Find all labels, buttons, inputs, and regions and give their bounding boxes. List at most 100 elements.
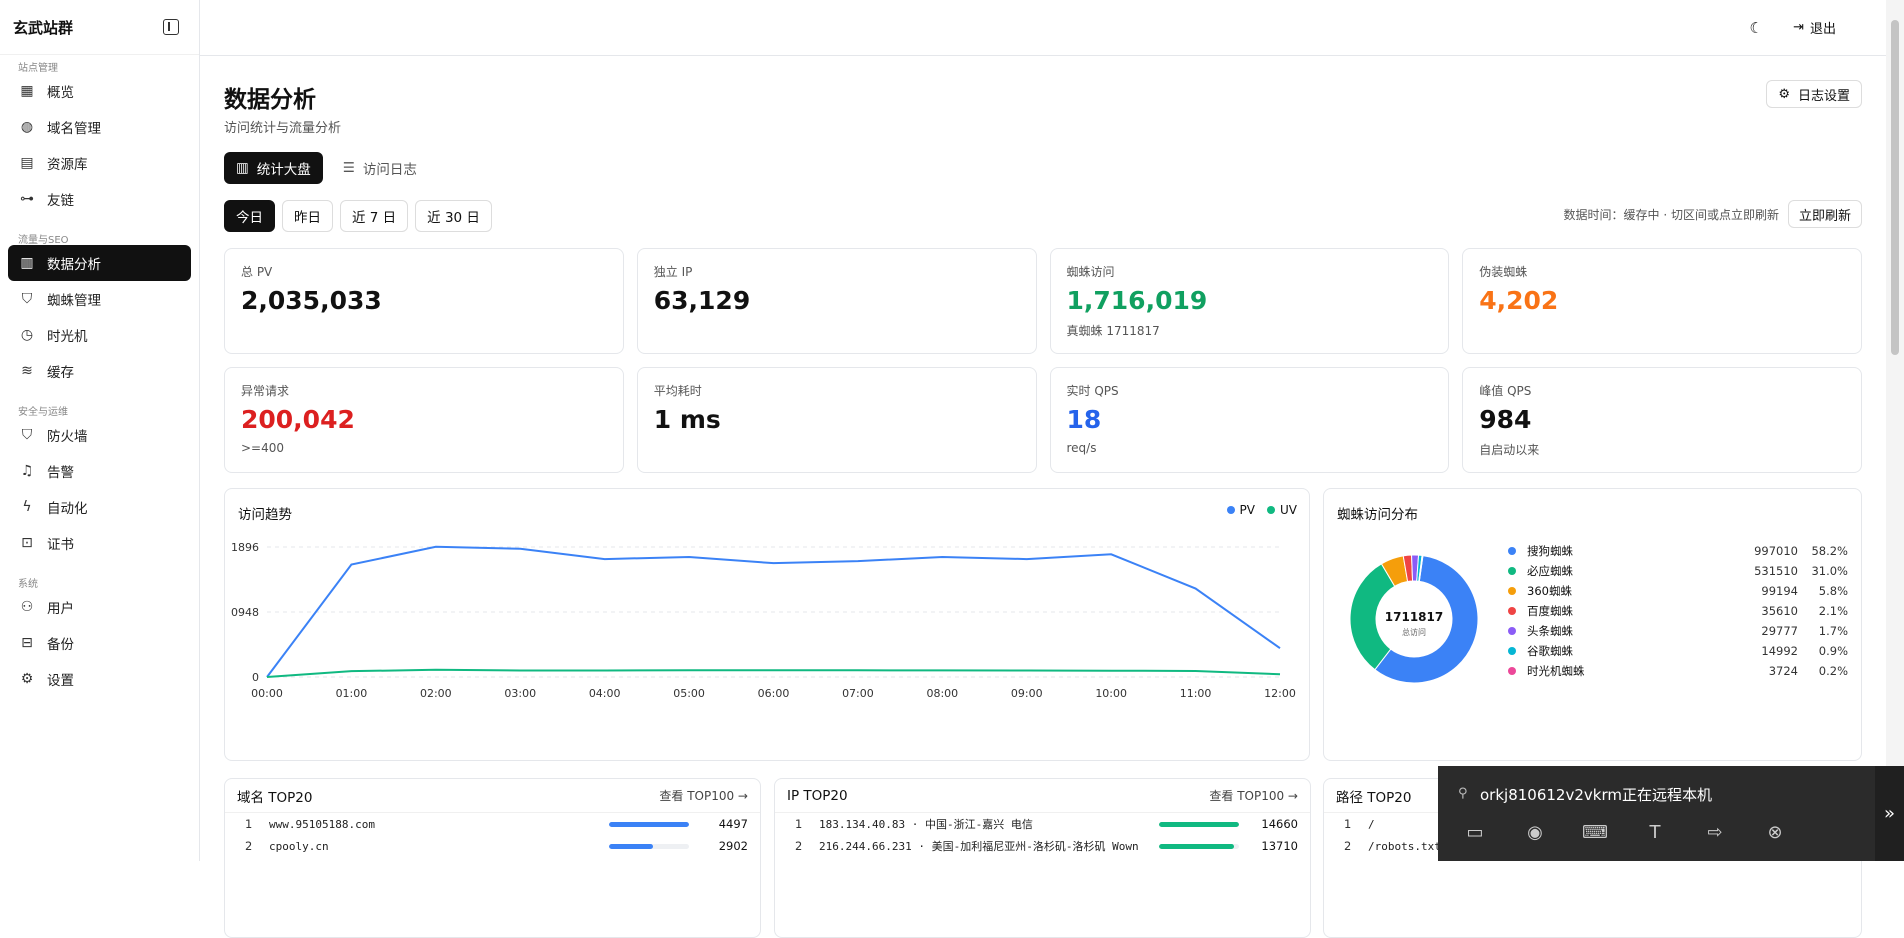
domain-more-link[interactable]: 查看 TOP100 → <box>659 789 748 803</box>
refresh-button[interactable]: 立即刷新 <box>1787 200 1862 228</box>
range-30d[interactable]: 近 30 日 <box>415 200 492 232</box>
list-item[interactable]: 1/ <box>1324 813 1861 835</box>
app-title: 玄武站群 <box>13 18 74 37</box>
x-tick-label: 00:00 <box>251 687 283 700</box>
chat-icon[interactable]: ▭ <box>1466 821 1484 843</box>
keyboard-icon[interactable]: ⌨ <box>1582 821 1608 843</box>
bolt-icon: ϟ <box>22 499 32 515</box>
range-yesterday[interactable]: 昨日 <box>282 200 333 232</box>
stat-value: 1 ms <box>653 405 721 434</box>
x-tick-label: 04:00 <box>589 687 621 700</box>
list-item[interactable]: 2 216.244.66.231 · 美国-加利福尼亚州-洛杉矶-洛杉矶 Wown… <box>775 835 1310 857</box>
x-tick-label: 12:00 <box>1264 687 1296 700</box>
rank: 2 <box>245 839 253 853</box>
sidebar-item-label: 域名管理 <box>47 121 101 137</box>
sidebar-item-bolt[interactable]: ϟ 自动化 <box>8 489 191 525</box>
stat-note: >=400 <box>241 441 285 455</box>
spider-count: 29777 <box>1761 624 1798 638</box>
sidebar-item-label: 数据分析 <box>47 257 101 273</box>
spider-percent: 0.9% <box>1818 644 1848 658</box>
stat-label: 实时 QPS <box>1066 384 1119 398</box>
spider-count: 14992 <box>1761 644 1798 658</box>
list-icon: ☰ <box>342 160 355 176</box>
microphone-icon[interactable]: ◉ <box>1527 821 1543 843</box>
text-icon[interactable]: T <box>1649 821 1661 843</box>
sidebar-collapse-icon[interactable] <box>163 19 179 35</box>
domain-top-card: 域名 TOP20 查看 TOP100 → 1 www.95105188.com 449… <box>224 778 761 938</box>
spider-name: 搜狗蜘蛛 <box>1527 544 1573 558</box>
sidebar-item-gear[interactable]: ⚙ 设置 <box>8 661 191 697</box>
spider-percent: 2.1% <box>1818 604 1848 618</box>
legend-dot-icon <box>1508 647 1516 655</box>
spider-count: 997010 <box>1754 544 1798 558</box>
sidebar-item-chart[interactable]: ▥ 数据分析 <box>8 245 191 281</box>
sidebar-item-globe[interactable]: ◍ 域名管理 <box>8 109 191 145</box>
progress-fill <box>609 843 653 849</box>
brand: 玄武站群 <box>0 0 199 55</box>
spider-name: 谷歌蜘蛛 <box>1527 644 1573 658</box>
theme-toggle-moon-icon[interactable]: ☾ <box>1749 18 1763 37</box>
sidebar-item-clock[interactable]: ◷ 时光机 <box>8 317 191 353</box>
list-item[interactable]: 1 183.134.40.83 · 中国-浙江-嘉兴 电信 14660 <box>775 813 1310 835</box>
sidebar-item-link[interactable]: ⊶ 友链 <box>8 181 191 217</box>
logout-button[interactable]: ⇥ 退出 <box>1793 20 1836 37</box>
y-tick-label: 0 <box>252 671 259 684</box>
stat-card: 伪装蜘蛛 4,202 <box>1462 248 1862 354</box>
file-transfer-icon[interactable]: ⇨ <box>1707 821 1723 843</box>
sidebar-item-grid[interactable]: ▦ 概览 <box>8 73 191 109</box>
series-line-uv <box>266 668 1281 678</box>
stat-value: 2,035,033 <box>241 286 382 315</box>
spider-title: 蜘蛛访问分布 <box>1337 507 1418 523</box>
list-item[interactable]: 2/robots.txt <box>1324 835 1861 857</box>
sidebar-item-shield[interactable]: ⛉ 防火墙 <box>8 417 191 453</box>
ip-top-card: IP TOP20 查看 TOP100 → 1 183.134.40.83 · 中国-… <box>774 778 1311 938</box>
stat-label: 伪装蜘蛛 <box>1479 265 1528 279</box>
progress-fill <box>609 821 689 827</box>
remote-expand-icon[interactable]: » <box>1875 766 1904 861</box>
item-text: 216.244.66.231 · 美国-加利福尼亚州-洛杉矶-洛杉矶 Wown <box>819 840 1139 853</box>
sidebar-item-label: 自动化 <box>47 501 88 517</box>
trend-title: 访问趋势 <box>238 507 292 523</box>
rank: 1 <box>1344 817 1352 831</box>
range-today[interactable]: 今日 <box>224 200 275 232</box>
sidebar-item-drive[interactable]: ⊟ 备份 <box>8 625 191 661</box>
user-icon: ⚲ <box>1458 786 1468 801</box>
sidebar-item-shield-check[interactable]: ⛉ 蜘蛛管理 <box>8 281 191 317</box>
list-item[interactable]: 2 cpooly.cn 2902 <box>225 835 760 857</box>
shield-check-icon: ⛉ <box>21 291 33 307</box>
close-circle-icon[interactable]: ⊗ <box>1767 821 1783 843</box>
stat-value: 984 <box>1479 405 1532 434</box>
globe-icon: ◍ <box>20 119 34 135</box>
spider-legend-row: 360蜘蛛 99194 5.8% <box>1508 581 1848 601</box>
sidebar-item-database[interactable]: ≋ 缓存 <box>8 353 191 389</box>
spider-count: 3724 <box>1768 664 1798 678</box>
item-count: 13710 <box>1261 839 1298 853</box>
spider-percent: 31.0% <box>1811 564 1848 578</box>
spider-legend-row: 谷歌蜘蛛 14992 0.9% <box>1508 641 1848 661</box>
sidebar-item-bell[interactable]: ♫ 告警 <box>8 453 191 489</box>
page-scrollbar[interactable] <box>1886 0 1904 766</box>
spider-percent: 58.2% <box>1811 544 1848 558</box>
stats-grid: 总 PV 2,035,033 独立 IP 63,129 蜘蛛访问 1,716,019 真蜘蛛… <box>224 248 1862 473</box>
spider-count: 35610 <box>1761 604 1798 618</box>
nav-group-label: 安全与运维 <box>18 407 68 418</box>
users-icon: ⚇ <box>20 599 34 615</box>
trend-chart: 0 0948 1896 00:00 01:00 02:00 03:00 04:00 05:00 0… <box>231 541 1296 700</box>
list-item[interactable]: 1 www.95105188.com 4497 <box>225 813 760 835</box>
sidebar-item-lock[interactable]: ⊡ 证书 <box>8 525 191 561</box>
item-count: 14660 <box>1261 817 1298 831</box>
sidebar-item-book[interactable]: ▤ 资源库 <box>8 145 191 181</box>
ip-more-link[interactable]: 查看 TOP100 → <box>1209 789 1298 803</box>
x-tick-label: 05:00 <box>673 687 705 700</box>
log-settings-button[interactable]: ⚙ 日志设置 <box>1766 80 1862 108</box>
data-time-bar: 数据时间：缓存中 · 切区间或点立即刷新 立即刷新 <box>1564 200 1862 228</box>
stat-label: 平均耗时 <box>653 384 702 398</box>
sidebar-item-label: 概览 <box>47 85 74 101</box>
view-tabs: ▥ 统计大盘 ☰ 访问日志 <box>224 152 429 184</box>
range-7d[interactable]: 近 7 日 <box>340 200 409 232</box>
tab-dashboard[interactable]: ▥ 统计大盘 <box>224 152 323 184</box>
scrollbar-thumb[interactable] <box>1891 20 1899 355</box>
stat-label: 总 PV <box>241 265 273 279</box>
tab-access-log[interactable]: ☰ 访问日志 <box>342 160 417 178</box>
sidebar-item-users[interactable]: ⚇ 用户 <box>8 589 191 625</box>
